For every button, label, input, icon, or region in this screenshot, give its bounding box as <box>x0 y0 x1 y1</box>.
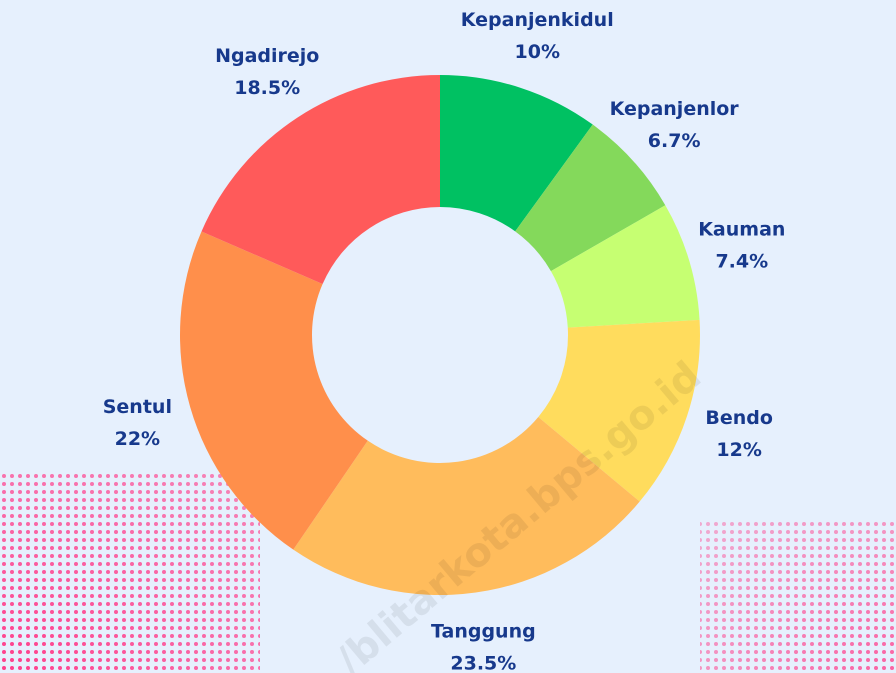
value-label: 23.5% <box>450 653 516 673</box>
value-label: 7.4% <box>715 250 768 272</box>
value-label: 10% <box>515 41 560 63</box>
slice <box>538 319 700 502</box>
slice-label: Kepanjenlor <box>610 98 740 120</box>
slice <box>515 124 666 272</box>
slice-label: Sentul <box>103 396 172 418</box>
value-label: 22% <box>115 428 160 450</box>
slice <box>180 231 368 550</box>
value-label: 12% <box>716 439 761 461</box>
decoration <box>0 470 260 673</box>
slice-label: Bendo <box>705 407 773 429</box>
slice <box>293 416 640 596</box>
slice-label: Tanggung <box>431 621 536 643</box>
slice <box>440 75 593 232</box>
slice-label: Kepanjenkidul <box>461 9 614 31</box>
decoration <box>700 520 896 673</box>
slice <box>550 205 700 328</box>
slice-label: Ngadirejo <box>215 45 319 67</box>
slice <box>201 75 440 285</box>
slice-label: Kauman <box>698 218 785 240</box>
value-label: 18.5% <box>234 77 300 99</box>
value-label: 6.7% <box>648 130 701 152</box>
